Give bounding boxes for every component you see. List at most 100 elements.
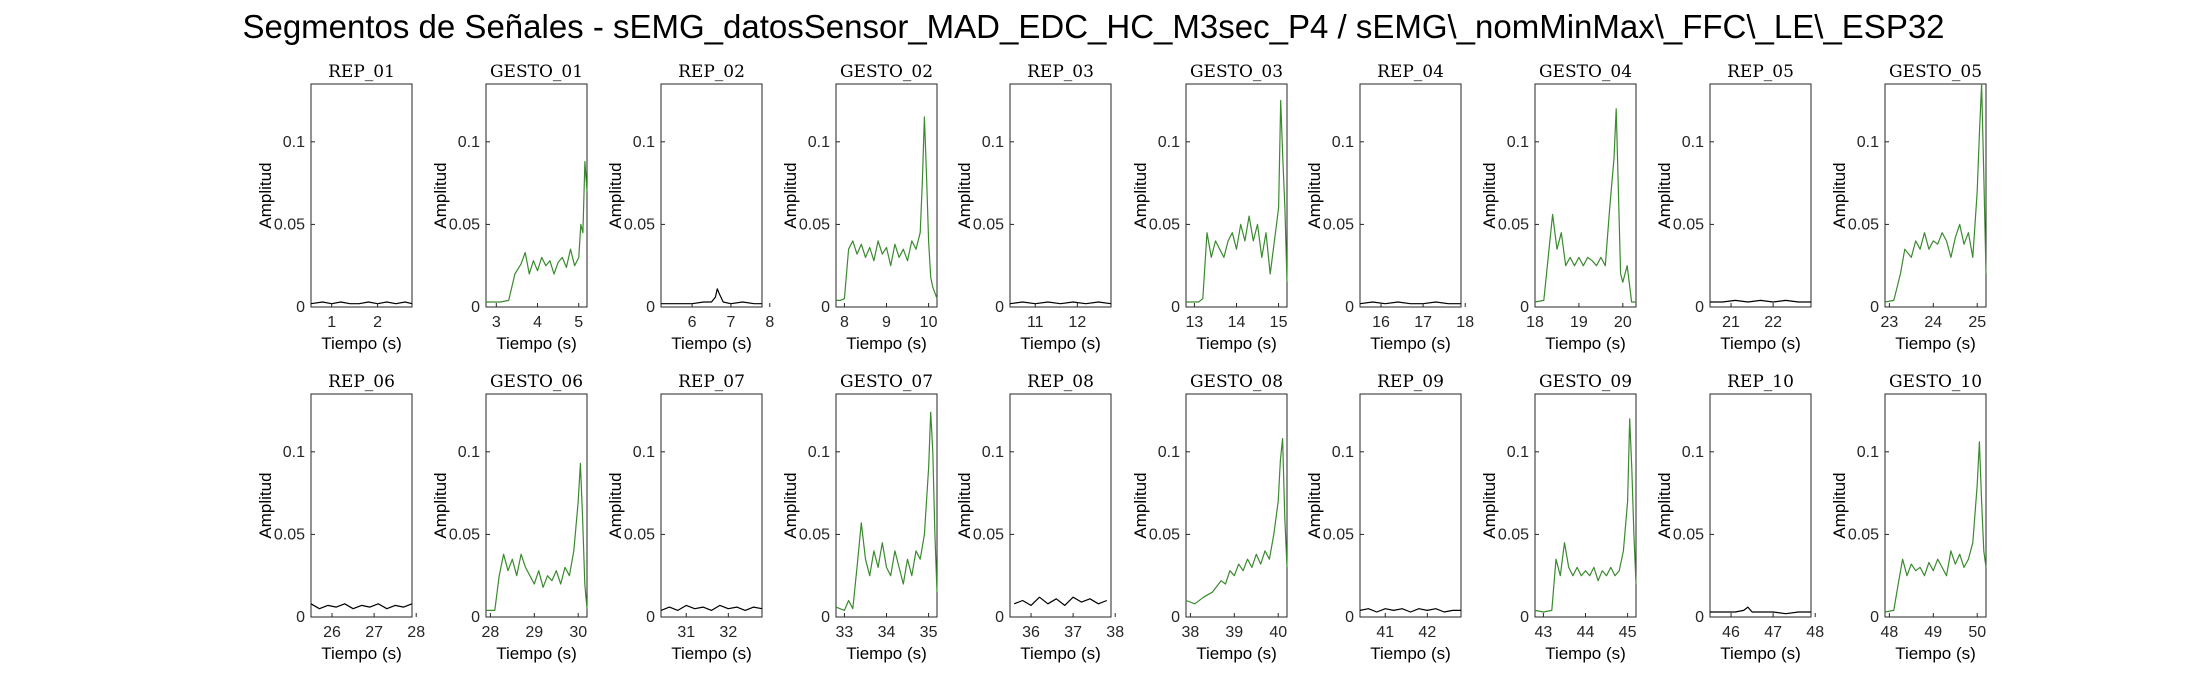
y-tick-label: 0.1 xyxy=(1857,444,1879,461)
y-tick-label: 0.1 xyxy=(283,444,305,461)
x-axis-label: Tiempo (s) xyxy=(1895,644,1976,663)
y-tick-label: 0.1 xyxy=(633,134,655,151)
x-tick-label: 38 xyxy=(1181,624,1199,641)
axes-box xyxy=(660,83,763,308)
y-tick-label: 0 xyxy=(1171,299,1180,316)
y-axis-label: Amplitud xyxy=(606,162,625,228)
x-axis-label: Tiempo (s) xyxy=(671,644,752,663)
x-tick-label: 50 xyxy=(1968,624,1986,641)
series-line xyxy=(310,301,413,305)
x-tick-label: 46 xyxy=(1722,624,1740,641)
series-line xyxy=(1884,83,1987,303)
y-axis-label: Amplitud xyxy=(1480,472,1499,538)
y-axis-label: Amplitud xyxy=(431,472,450,538)
y-axis-label: Amplitud xyxy=(1830,162,1849,228)
y-tick-label: 0 xyxy=(1695,299,1704,316)
series-line xyxy=(836,116,938,301)
y-axis-label: Amplitud xyxy=(1830,472,1849,538)
axes-box xyxy=(310,83,413,308)
x-tick-label: 27 xyxy=(365,624,383,641)
y-tick-label: 0 xyxy=(646,609,655,626)
subplot-title: REP_01 xyxy=(328,62,395,82)
x-axis-label: Tiempo (s) xyxy=(1895,334,1976,353)
subplot-rep-02: 0 0.05 0.1 6 7 8 REP_02 Tiempo (s) Amplitud xyxy=(606,62,774,353)
x-tick-label: 6 xyxy=(688,314,697,331)
x-tick-label: 18 xyxy=(1456,314,1474,331)
y-axis-label: Amplitud xyxy=(1305,472,1324,538)
y-tick-label: 0.05 xyxy=(1149,526,1180,543)
series-line xyxy=(1359,608,1461,613)
series-line xyxy=(1185,438,1288,605)
y-tick-label: 0 xyxy=(995,609,1004,626)
x-axis-label: Tiempo (s) xyxy=(1370,644,1451,663)
y-tick-label: 0.05 xyxy=(1323,216,1354,233)
subplot-title: GESTO_05 xyxy=(1889,62,1982,82)
series-line xyxy=(1710,299,1811,303)
subplot-title: REP_05 xyxy=(1727,62,1794,82)
subplot-rep-04: 0 0.05 0.1 16 17 18 REP_04 Tiempo (s) Amplitud xyxy=(1305,62,1474,353)
x-tick-label: 18 xyxy=(1526,314,1544,331)
y-tick-label: 0.05 xyxy=(973,216,1004,233)
y-tick-label: 0.1 xyxy=(808,444,830,461)
series-line xyxy=(1009,301,1112,305)
x-tick-label: 20 xyxy=(1614,314,1632,331)
x-axis-label: Tiempo (s) xyxy=(846,334,927,353)
x-tick-label: 23 xyxy=(1880,314,1898,331)
subplot-title: REP_09 xyxy=(1377,372,1444,392)
x-axis-label: Tiempo (s) xyxy=(1545,334,1626,353)
x-tick-label: 30 xyxy=(569,624,587,641)
y-tick-label: 0 xyxy=(1171,609,1180,626)
x-tick-label: 4 xyxy=(533,314,542,331)
x-tick-label: 15 xyxy=(1270,314,1288,331)
x-tick-label: 10 xyxy=(920,314,938,331)
y-tick-label: 0 xyxy=(1870,609,1879,626)
x-tick-label: 48 xyxy=(1806,624,1824,641)
y-tick-label: 0 xyxy=(471,299,480,316)
x-tick-label: 36 xyxy=(1022,624,1040,641)
series-line xyxy=(1359,301,1461,305)
x-tick-label: 7 xyxy=(726,314,735,331)
subplot-title: REP_07 xyxy=(678,372,745,392)
y-axis-label: Amplitud xyxy=(1131,472,1150,538)
x-tick-label: 13 xyxy=(1186,314,1204,331)
x-tick-label: 32 xyxy=(719,624,737,641)
x-tick-label: 31 xyxy=(677,624,695,641)
subplot-gesto-01: 0 0.05 0.1 3 4 5 GESTO_01 Tiempo (s) Amplitud xyxy=(431,62,588,353)
subplot-rep-03: 0 0.05 0.1 11 12 REP_03 Tiempo (s) Amplitud xyxy=(955,62,1112,353)
y-axis-label: Amplitud xyxy=(1305,162,1324,228)
x-tick-label: 42 xyxy=(1418,624,1436,641)
y-tick-label: 0.05 xyxy=(799,216,830,233)
axes-box xyxy=(1359,393,1462,618)
x-tick-label: 39 xyxy=(1225,624,1243,641)
y-tick-label: 0 xyxy=(1695,609,1704,626)
series-line xyxy=(835,411,938,612)
y-tick-label: 0 xyxy=(471,609,480,626)
y-tick-label: 0.05 xyxy=(1673,216,1704,233)
y-tick-label: 0.1 xyxy=(1158,444,1180,461)
y-axis-label: Amplitud xyxy=(781,162,800,228)
x-axis-label: Tiempo (s) xyxy=(846,644,927,663)
y-axis-label: Amplitud xyxy=(1480,162,1499,228)
subplot-title: GESTO_10 xyxy=(1889,372,1982,392)
x-axis-label: Tiempo (s) xyxy=(321,334,402,353)
subplot-title: GESTO_09 xyxy=(1539,372,1632,392)
y-tick-label: 0.05 xyxy=(1149,216,1180,233)
x-tick-label: 17 xyxy=(1414,314,1432,331)
subplot-gesto-09: 0 0.05 0.1 43 44 45 GESTO_09 Tiempo (s) Amplitud xyxy=(1480,372,1637,663)
subplot-title: GESTO_04 xyxy=(1539,62,1632,82)
y-tick-label: 0.05 xyxy=(274,216,305,233)
x-tick-label: 44 xyxy=(1577,624,1595,641)
y-tick-label: 0.1 xyxy=(458,444,480,461)
y-axis-label: Amplitud xyxy=(1655,472,1674,538)
y-tick-label: 0.05 xyxy=(624,216,655,233)
y-tick-label: 0 xyxy=(821,609,830,626)
series-line xyxy=(1186,99,1288,303)
y-tick-label: 0 xyxy=(1520,609,1529,626)
subplot-gesto-05: 0 0.05 0.1 23 24 25 GESTO_05 Tiempo (s) Amplitud xyxy=(1830,62,1987,353)
axes-box xyxy=(1534,393,1637,618)
y-tick-label: 0.1 xyxy=(1507,134,1529,151)
x-tick-label: 48 xyxy=(1880,624,1898,641)
series-line xyxy=(1710,606,1811,615)
x-tick-label: 41 xyxy=(1376,624,1394,641)
